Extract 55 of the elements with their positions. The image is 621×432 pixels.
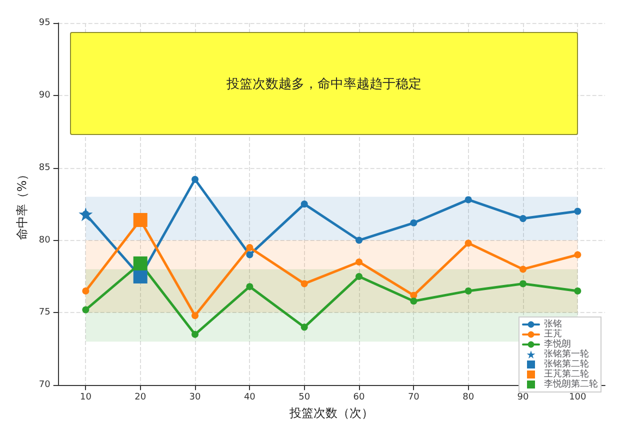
- point: [464, 196, 472, 204]
- point: [78, 207, 93, 222]
- point: [82, 306, 90, 314]
- point: [133, 269, 148, 284]
- y-tick-label: 95: [38, 18, 50, 28]
- y-axis-title: 命中率（%）: [15, 168, 29, 240]
- point: [410, 298, 418, 305]
- point: [574, 287, 582, 294]
- point: [246, 244, 254, 251]
- point: [520, 280, 527, 288]
- point: [356, 236, 363, 244]
- x-axis-title: 投篮次数（次）: [288, 406, 374, 420]
- point: [133, 212, 148, 227]
- y-tick-label: 85: [38, 162, 50, 173]
- point: [520, 215, 527, 222]
- x-tick-label: 20: [134, 392, 146, 403]
- point: [356, 272, 363, 280]
- legend-label: 李悦朗: [544, 338, 571, 350]
- x-tick-label: 70: [408, 392, 420, 403]
- point: [246, 251, 254, 258]
- point: [574, 208, 582, 215]
- legend-label: 张铭第二轮: [544, 358, 589, 370]
- point: [300, 200, 308, 208]
- note-box: 投篮次数越多，命中率越趋于稳定: [70, 32, 578, 135]
- x-tick-label: 90: [517, 392, 529, 403]
- y-tick-label: 90: [38, 90, 51, 100]
- x-tick-label: 10: [80, 392, 92, 403]
- x-tick-label: 30: [189, 392, 202, 403]
- point: [574, 251, 582, 258]
- y-tick-label: 70: [38, 380, 51, 390]
- legend-label: 王芃第二轮: [544, 368, 589, 380]
- point: [520, 266, 527, 273]
- point: [192, 176, 199, 183]
- point: [464, 240, 472, 247]
- x-tick-label: 80: [462, 392, 474, 403]
- point: [300, 324, 308, 331]
- point: [133, 256, 148, 270]
- legend-label: 李悦朗第二轮: [544, 378, 598, 390]
- x-tick-label: 100: [569, 392, 587, 403]
- point: [300, 280, 308, 288]
- x-tick-label: 50: [298, 392, 310, 403]
- point: [410, 219, 418, 226]
- point: [192, 330, 199, 338]
- x-tick-label: 40: [244, 392, 256, 403]
- point: [82, 287, 90, 294]
- point: [192, 312, 199, 320]
- legend-label: 王芃: [544, 328, 562, 340]
- y-tick-label: 75: [38, 308, 50, 318]
- x-tick-label: 60: [353, 392, 366, 403]
- point: [356, 258, 363, 266]
- y-tick-label: 80: [38, 235, 51, 246]
- point: [246, 283, 254, 290]
- point: [464, 287, 472, 294]
- legend-label: 张铭: [544, 318, 562, 330]
- legend-label: 张铭第一轮: [544, 348, 589, 360]
